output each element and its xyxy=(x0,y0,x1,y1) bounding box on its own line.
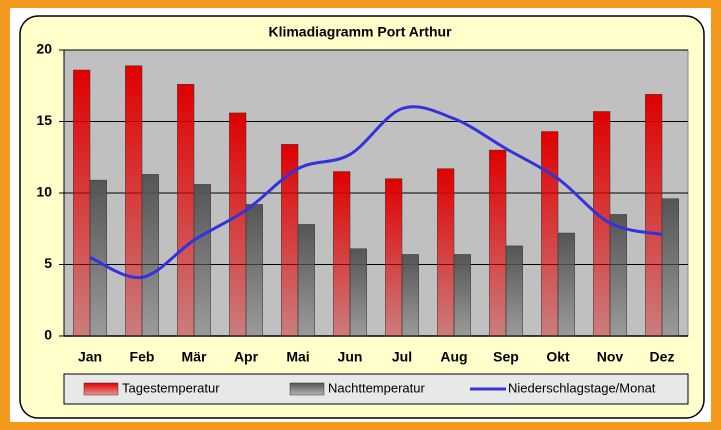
chart-title: Klimadiagramm Port Arthur xyxy=(268,24,452,40)
x-tick-label: Okt xyxy=(546,349,570,365)
bar xyxy=(73,69,91,337)
y-tick-label: 20 xyxy=(36,41,52,57)
x-tick-label: Dez xyxy=(650,349,675,365)
bar xyxy=(349,248,367,337)
x-tick-label: Feb xyxy=(130,349,155,365)
bar xyxy=(385,178,403,337)
y-tick-label: 5 xyxy=(44,255,52,271)
bar xyxy=(141,174,159,337)
x-tick-label: Mär xyxy=(182,349,207,365)
legend-swatch xyxy=(83,382,119,396)
bar xyxy=(609,214,627,337)
bar xyxy=(401,254,419,337)
legend-box xyxy=(63,373,689,405)
x-tick-label: Sep xyxy=(493,349,519,365)
legend-label: Tagestemperatur xyxy=(122,380,220,395)
bar xyxy=(333,171,351,337)
y-tick-label: 10 xyxy=(36,184,52,200)
y-tick-label: 0 xyxy=(44,327,52,343)
bar xyxy=(193,184,211,337)
bar xyxy=(645,94,663,337)
x-tick-label: Mai xyxy=(286,349,309,365)
bar xyxy=(661,198,679,337)
bar xyxy=(593,111,611,337)
bar xyxy=(505,245,523,337)
line xyxy=(89,105,663,279)
bar xyxy=(245,204,263,337)
legend-label: Niederschlagstage/Monat xyxy=(508,380,656,395)
bar xyxy=(541,131,559,337)
x-tick-label: Aug xyxy=(440,349,467,365)
bar xyxy=(125,65,143,337)
x-tick-label: Jul xyxy=(392,349,412,365)
x-tick-label: Nov xyxy=(597,349,624,365)
bar xyxy=(489,149,507,337)
bar xyxy=(297,224,315,337)
legend-swatch xyxy=(289,382,325,396)
bar xyxy=(177,84,195,337)
bar xyxy=(229,112,247,337)
bar xyxy=(557,232,575,337)
legend-label: Nachttemperatur xyxy=(328,380,425,395)
bar xyxy=(453,254,471,337)
x-tick-label: Jun xyxy=(338,349,363,365)
bar xyxy=(437,168,455,337)
x-tick-label: Apr xyxy=(234,349,259,365)
x-tick-label: Jan xyxy=(78,349,102,365)
y-tick-label: 15 xyxy=(36,112,52,128)
